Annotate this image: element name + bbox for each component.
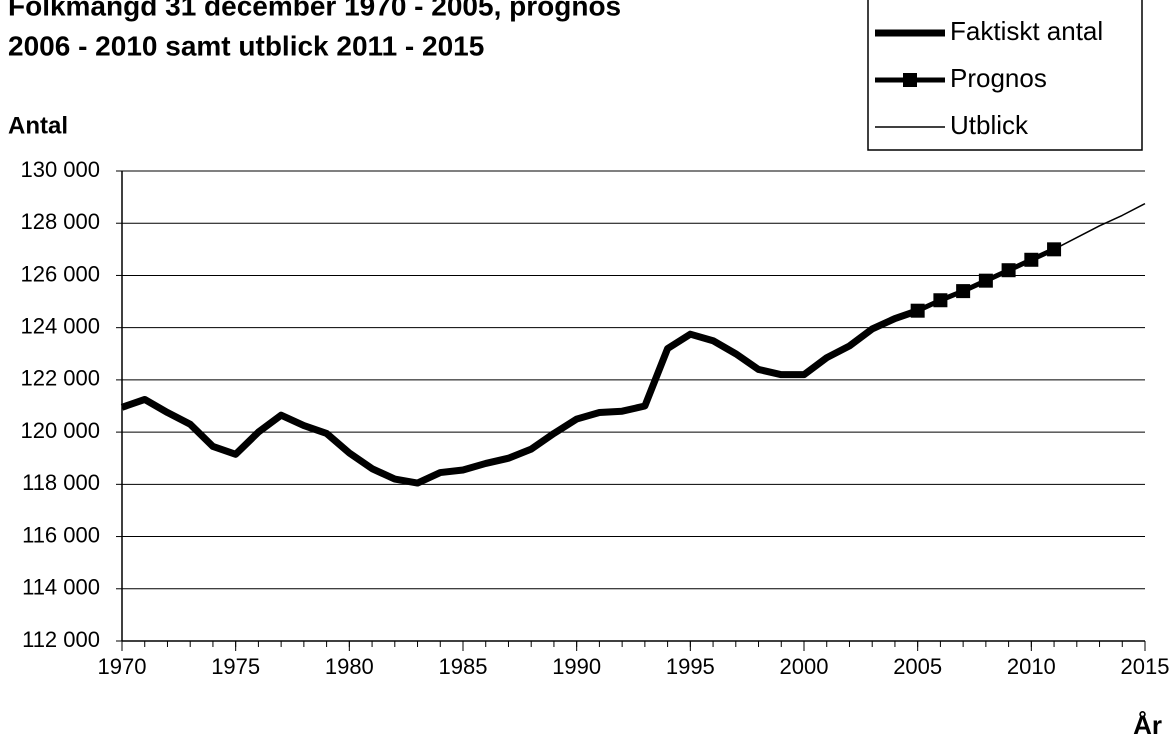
- chart-title: Folkmängd 31 december 1970 - 2005, progn…: [8, 0, 621, 21]
- chart-title: 2006 - 2010 samt utblick 2011 - 2015: [8, 30, 484, 61]
- series-marker: [1001, 263, 1016, 278]
- y-tick-label: 130 000: [20, 157, 100, 182]
- x-tick-label: 2010: [1007, 654, 1056, 679]
- series-line: [1053, 202, 1146, 250]
- legend-label: Utblick: [950, 110, 1029, 140]
- series-marker: [910, 303, 925, 318]
- y-tick-label: 118 000: [22, 470, 100, 495]
- y-tick-label: 114 000: [22, 575, 100, 600]
- y-tick-label: 120 000: [20, 418, 100, 443]
- x-axis-label: År: [1133, 710, 1162, 740]
- y-axis-label: Antal: [8, 112, 68, 139]
- x-tick-label: 1975: [211, 654, 260, 679]
- y-tick-label: 112 000: [22, 627, 100, 652]
- x-tick-label: 1995: [666, 654, 715, 679]
- series-marker: [978, 273, 993, 288]
- x-tick-label: 1970: [98, 654, 147, 679]
- y-tick-label: 128 000: [20, 209, 100, 234]
- series-line: [120, 307, 919, 487]
- x-tick-label: 2000: [780, 654, 829, 679]
- legend-label: Prognos: [950, 63, 1047, 93]
- x-tick-label: 1985: [439, 654, 488, 679]
- y-tick-label: 116 000: [22, 522, 100, 547]
- x-tick-label: 1990: [552, 654, 601, 679]
- legend-marker: [903, 73, 917, 87]
- x-tick-label: 2005: [893, 654, 942, 679]
- x-tick-label: 2015: [1121, 654, 1169, 679]
- y-tick-label: 124 000: [20, 313, 100, 338]
- series-marker: [956, 284, 971, 299]
- legend-label: Faktiskt antal: [950, 16, 1103, 46]
- series-marker: [1024, 252, 1039, 267]
- x-tick-label: 1980: [325, 654, 374, 679]
- y-tick-label: 126 000: [20, 261, 100, 286]
- series-marker: [933, 293, 948, 308]
- y-tick-label: 122 000: [20, 366, 100, 391]
